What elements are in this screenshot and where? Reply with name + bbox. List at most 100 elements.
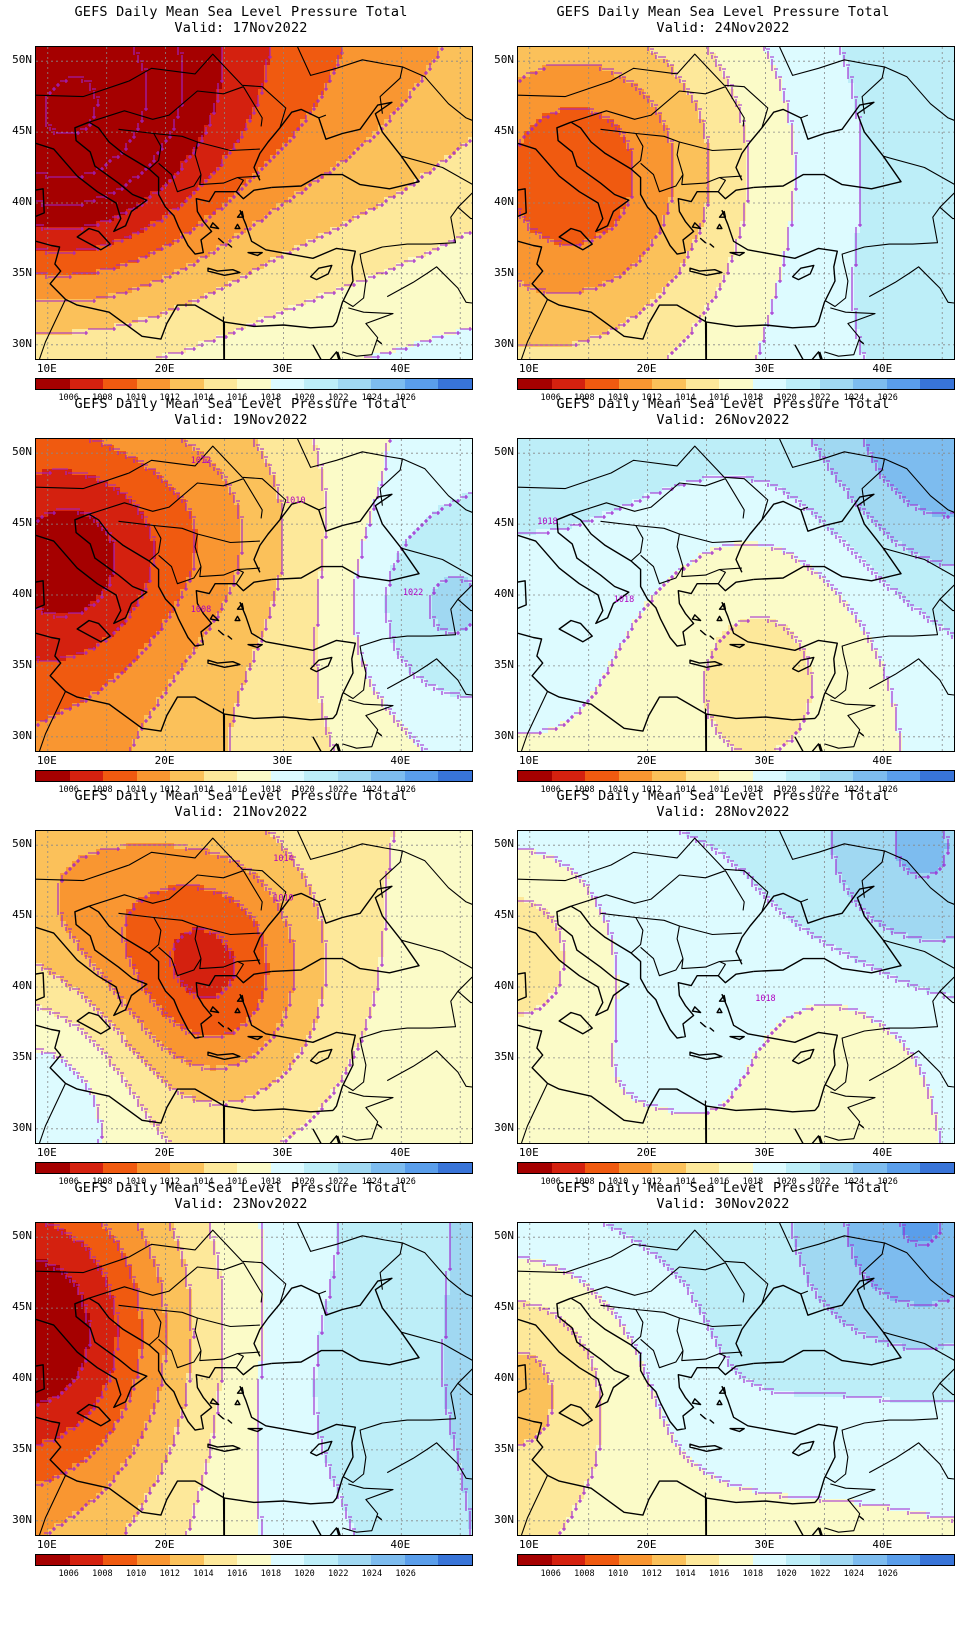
- country-border: [884, 66, 954, 121]
- island: [217, 1413, 225, 1420]
- color-bar-swatch: [304, 1555, 338, 1565]
- color-bar-label: 1014: [670, 393, 700, 403]
- lat-tick-label: 30N: [484, 1121, 514, 1134]
- color-bar-label: 1016: [222, 393, 252, 403]
- contour-label: 1014: [273, 854, 293, 864]
- island: [377, 731, 382, 737]
- color-bar-swatch: [103, 379, 137, 389]
- color-bar-label: 1022: [323, 1569, 353, 1579]
- island: [234, 223, 241, 230]
- lat-lon-grid: [36, 831, 472, 1143]
- island: [309, 1048, 333, 1065]
- color-bar-swatch: [886, 1163, 921, 1173]
- coastline: [253, 885, 420, 974]
- lat-tick-label: 40N: [2, 196, 32, 208]
- coastline: [36, 1024, 334, 1124]
- color-bar-label: 1026: [391, 1177, 421, 1187]
- color-bar-swatch: [652, 1555, 686, 1565]
- country-border: [38, 691, 66, 751]
- country-border: [800, 506, 809, 511]
- lat-tick-label: 30N: [484, 337, 514, 350]
- country-border: [681, 566, 742, 578]
- lon-tick-label: 30E: [744, 755, 784, 767]
- country-border: [343, 1331, 472, 1484]
- shaded-pressure-field: [36, 439, 472, 751]
- shaded-pressure-field: [518, 47, 954, 359]
- country-border: [825, 547, 954, 700]
- lat-tick-label: 45N: [2, 125, 32, 137]
- color-bar-swatch: [136, 379, 171, 389]
- color-bar-label: 1022: [805, 393, 835, 403]
- color-bar-label: 1012: [637, 1569, 667, 1579]
- island: [699, 1021, 707, 1028]
- country-border: [457, 1382, 472, 1396]
- contour-label: 1018: [614, 595, 634, 605]
- color-bar-swatch: [438, 379, 472, 389]
- island: [76, 227, 111, 251]
- map-panel-21Nov2022: GEFS Daily Mean Sea Level Pressure Total…: [0, 784, 482, 1194]
- panel-title: GEFS Daily Mean Sea Level Pressure Total: [0, 788, 482, 804]
- island: [209, 1006, 220, 1014]
- color-bar-swatch: [920, 771, 954, 781]
- color-bar-swatch: [618, 1555, 653, 1565]
- color-bar-swatch: [585, 379, 619, 389]
- lat-tick-label: 35N: [484, 658, 514, 671]
- isobar-path: [36, 831, 396, 1143]
- coastlines-borders: [518, 47, 954, 359]
- island: [791, 1048, 815, 1065]
- color-bar-swatch: [36, 379, 70, 389]
- country-border: [235, 177, 244, 192]
- color-bar-label: 1016: [222, 1569, 252, 1579]
- country-border: [153, 916, 202, 977]
- lon-tick-label: 40E: [380, 1147, 420, 1159]
- lat-tick-label: 45N: [2, 909, 32, 921]
- color-bar-label: 1008: [569, 1177, 599, 1187]
- color-bar-swatch: [304, 771, 338, 781]
- island: [36, 580, 45, 609]
- color-bar-swatch: [786, 771, 820, 781]
- coastline: [794, 344, 823, 359]
- color-bar-label: 1012: [637, 785, 667, 795]
- coastline: [88, 1297, 272, 1431]
- color-bar-swatch: [719, 1163, 753, 1173]
- country-border: [600, 1304, 644, 1346]
- country-border: [36, 445, 287, 520]
- island: [691, 614, 702, 622]
- coastline: [36, 513, 148, 625]
- coastline: [735, 101, 902, 190]
- color-bar-label: 1006: [54, 1177, 84, 1187]
- coastline: [253, 1277, 420, 1366]
- country-border: [153, 524, 202, 585]
- pressure-field-svg: [36, 47, 472, 359]
- coastline: [721, 601, 838, 719]
- lon-tick-label: 10E: [27, 755, 67, 767]
- island: [309, 1440, 333, 1457]
- isobar-contours: [36, 831, 396, 1143]
- country-border: [884, 458, 954, 513]
- lat-tick-label: 50N: [484, 838, 514, 850]
- color-bar-swatch: [69, 771, 104, 781]
- lon-tick-label: 30E: [744, 1539, 784, 1551]
- color-bar-label: 1018: [256, 1177, 286, 1187]
- lat-tick-label: 35N: [2, 658, 32, 671]
- country-border: [235, 961, 244, 976]
- island: [689, 1051, 723, 1060]
- color-bar-swatch: [438, 1163, 472, 1173]
- lon-tick-label: 10E: [509, 755, 549, 767]
- coastline: [239, 601, 356, 719]
- shaded-pressure-field: [518, 831, 954, 1143]
- country-border: [118, 520, 162, 562]
- color-bar-swatch: [551, 379, 586, 389]
- lat-lon-grid: [518, 831, 954, 1143]
- color-bar-label: 1006: [536, 393, 566, 403]
- country-border: [679, 533, 742, 544]
- color-bar-label: 1014: [188, 393, 218, 403]
- color-bar-swatch: [920, 1555, 954, 1565]
- color-bar-swatch: [518, 1163, 552, 1173]
- color-bar: [35, 1162, 473, 1174]
- color-bar-swatch: [203, 379, 238, 389]
- lat-tick-label: 40N: [484, 1372, 514, 1384]
- color-bar-label: 1024: [357, 785, 387, 795]
- country-border: [38, 1083, 66, 1143]
- color-bar-label: 1016: [222, 1177, 252, 1187]
